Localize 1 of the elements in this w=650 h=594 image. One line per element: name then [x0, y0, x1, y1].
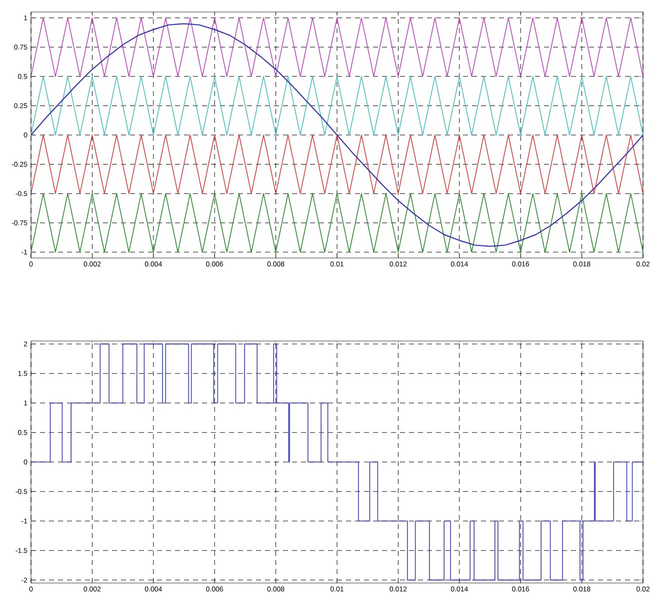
line-series [31, 23, 644, 247]
